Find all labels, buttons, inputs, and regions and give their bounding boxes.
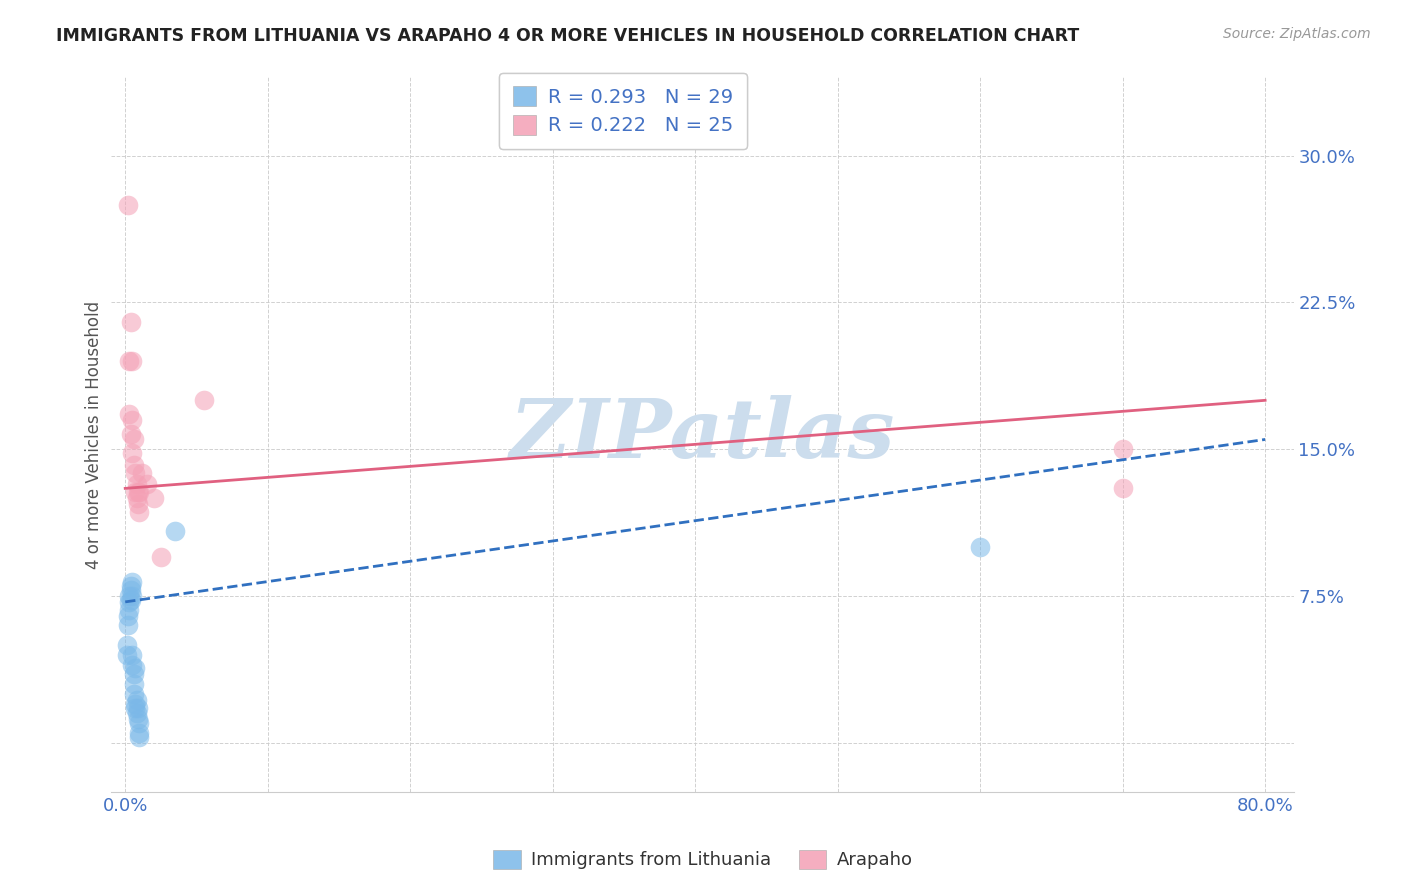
Text: IMMIGRANTS FROM LITHUANIA VS ARAPAHO 4 OR MORE VEHICLES IN HOUSEHOLD CORRELATION: IMMIGRANTS FROM LITHUANIA VS ARAPAHO 4 O… — [56, 27, 1080, 45]
Point — [117, 618, 139, 632]
Point — [131, 466, 153, 480]
Point — [128, 505, 150, 519]
Point — [122, 667, 145, 681]
Point — [149, 549, 172, 564]
Point — [120, 315, 142, 329]
Point — [127, 700, 149, 714]
Point — [142, 491, 165, 505]
Point — [115, 648, 138, 662]
Point — [120, 583, 142, 598]
Point — [121, 657, 143, 672]
Text: Source: ZipAtlas.com: Source: ZipAtlas.com — [1223, 27, 1371, 41]
Point — [118, 603, 141, 617]
Point — [193, 393, 215, 408]
Y-axis label: 4 or more Vehicles in Household: 4 or more Vehicles in Household — [86, 301, 103, 568]
Point — [121, 648, 143, 662]
Point — [120, 579, 142, 593]
Point — [117, 608, 139, 623]
Point — [125, 491, 148, 505]
Point — [128, 730, 150, 744]
Point — [125, 477, 148, 491]
Point — [124, 466, 146, 480]
Point — [128, 716, 150, 731]
Point — [128, 726, 150, 740]
Point — [118, 354, 141, 368]
Point — [1111, 482, 1133, 496]
Point — [121, 589, 143, 603]
Point — [128, 485, 150, 500]
Point — [122, 677, 145, 691]
Point — [117, 197, 139, 211]
Point — [1111, 442, 1133, 457]
Point — [121, 575, 143, 590]
Point — [127, 485, 149, 500]
Point — [118, 407, 141, 421]
Point — [122, 433, 145, 447]
Legend: Immigrants from Lithuania, Arapaho: Immigrants from Lithuania, Arapaho — [485, 841, 921, 879]
Point — [135, 477, 157, 491]
Point — [125, 706, 148, 721]
Point — [125, 692, 148, 706]
Point — [118, 589, 141, 603]
Point — [969, 540, 991, 554]
Point — [124, 485, 146, 500]
Point — [121, 446, 143, 460]
Point — [165, 524, 187, 539]
Point — [115, 638, 138, 652]
Legend: R = 0.293   N = 29, R = 0.222   N = 25: R = 0.293 N = 29, R = 0.222 N = 25 — [499, 73, 747, 149]
Point — [124, 700, 146, 714]
Point — [122, 687, 145, 701]
Point — [124, 697, 146, 711]
Point — [121, 413, 143, 427]
Point — [118, 595, 141, 609]
Point — [127, 712, 149, 726]
Point — [120, 593, 142, 607]
Point — [124, 661, 146, 675]
Point — [122, 458, 145, 472]
Point — [120, 426, 142, 441]
Text: ZIPatlas: ZIPatlas — [509, 394, 896, 475]
Point — [127, 497, 149, 511]
Point — [121, 354, 143, 368]
